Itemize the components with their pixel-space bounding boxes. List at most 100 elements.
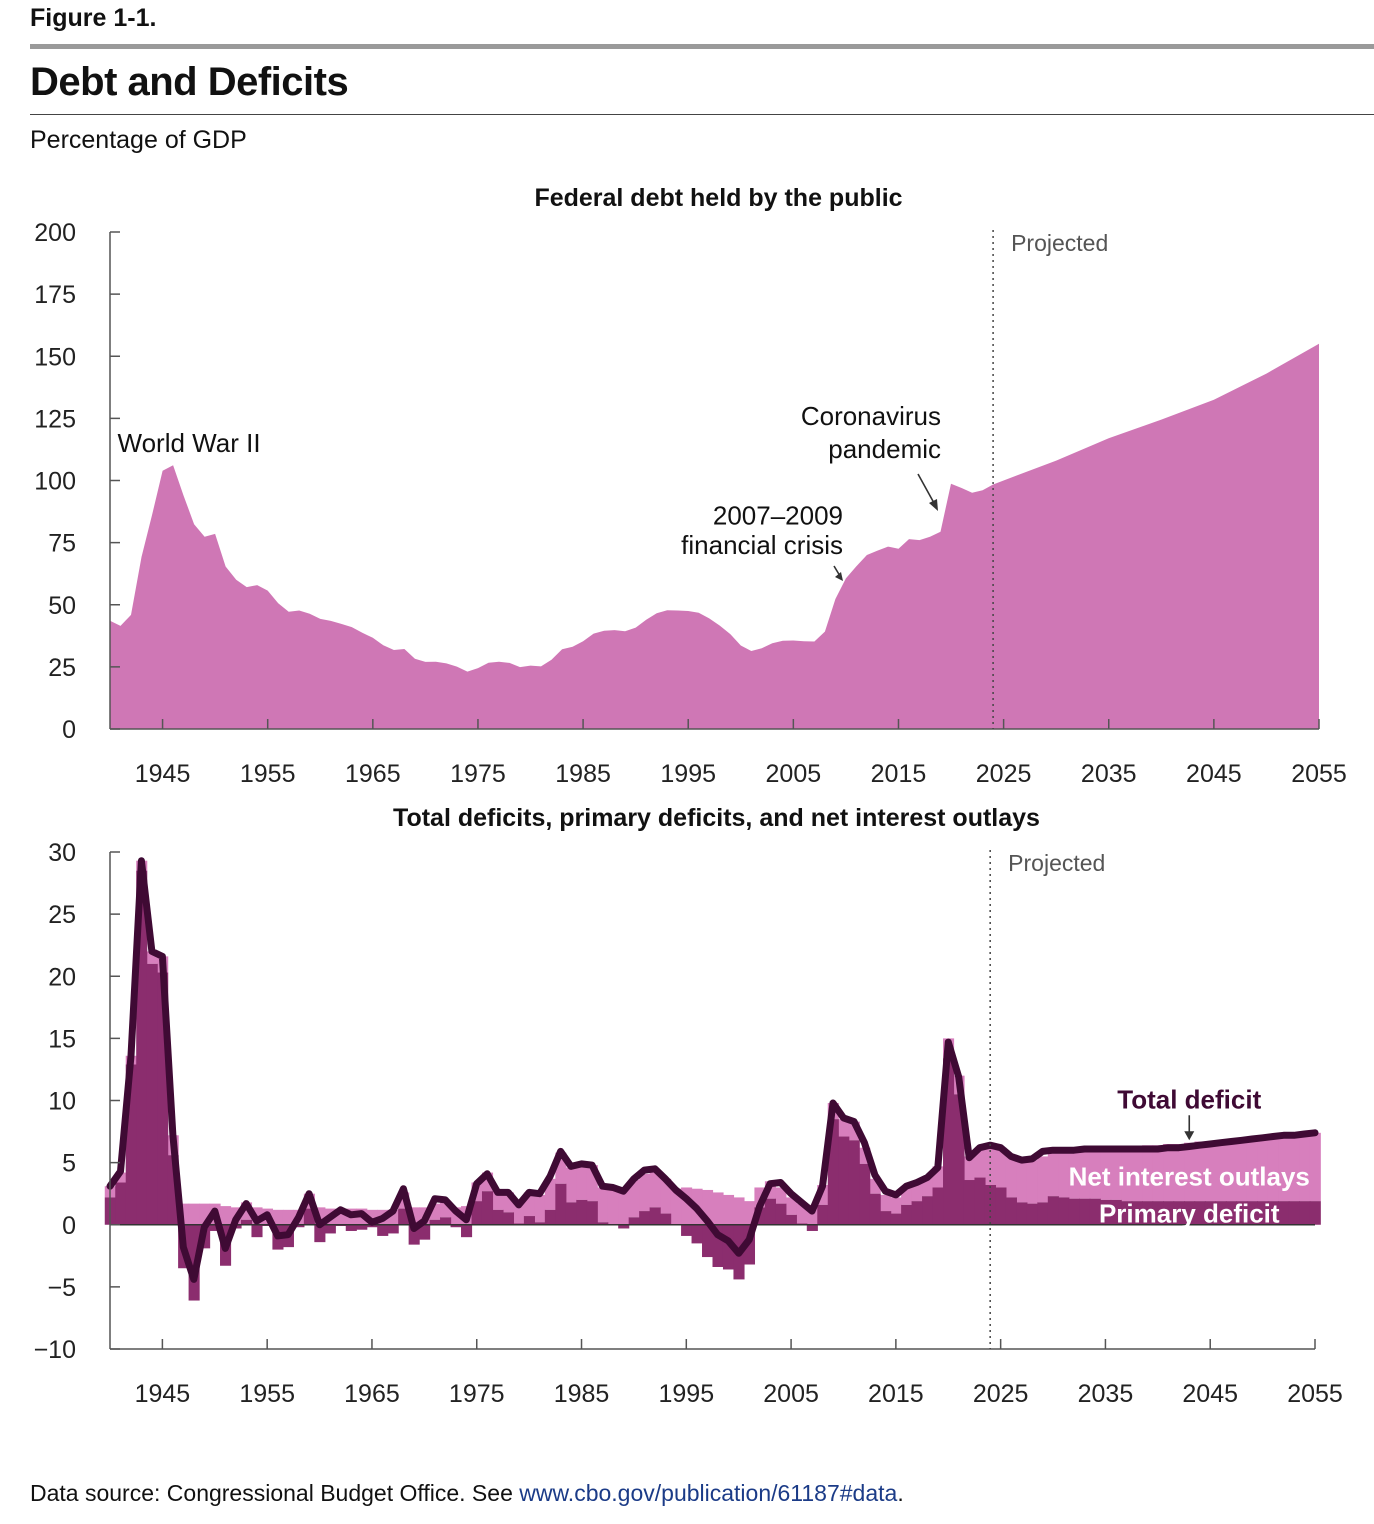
net-interest-bar (932, 1166, 944, 1188)
x-tick-label: 2015 (868, 1380, 924, 1408)
primary-deficit-bar (1005, 1197, 1017, 1225)
figure-label: Figure 1-1. (30, 4, 157, 32)
annotation-total-deficit: Total deficit (1117, 1084, 1261, 1114)
primary-deficit-bar (523, 1216, 535, 1225)
primary-deficit-bar (628, 1217, 640, 1225)
primary-deficit-bar (1058, 1197, 1070, 1225)
primary-deficit-bar (1142, 1201, 1154, 1225)
primary-deficit-bar (1110, 1199, 1122, 1225)
primary-deficit-bar (1173, 1201, 1185, 1225)
primary-deficit-bar (1131, 1201, 1143, 1225)
net-interest-bar (974, 1147, 986, 1178)
net-interest-bar (282, 1209, 294, 1225)
primary-deficit-bar (880, 1211, 892, 1225)
primary-deficit-bar (324, 1224, 336, 1234)
net-interest-bar (555, 1152, 567, 1184)
net-interest-bar (565, 1167, 577, 1203)
net-interest-bar (1257, 1136, 1269, 1202)
net-interest-bar (670, 1188, 682, 1225)
pandemic-arrowhead (929, 499, 938, 511)
primary-deficit-bar (293, 1224, 305, 1228)
primary-deficit-bar (681, 1224, 693, 1236)
primary-deficit-bar (806, 1224, 818, 1231)
primary-deficit-bar (398, 1208, 410, 1225)
primary-deficit-bar (1257, 1201, 1269, 1225)
y-tick-label: 25 (48, 654, 76, 682)
primary-deficit-bar (240, 1219, 253, 1225)
net-interest-bar (775, 1187, 787, 1204)
net-interest-bar (880, 1194, 892, 1212)
net-interest-bar (502, 1192, 515, 1213)
x-tick-label: 2045 (1186, 760, 1242, 788)
primary-deficit-bar (1079, 1198, 1091, 1225)
y-tick-label: 175 (34, 281, 76, 309)
x-tick-label: 1985 (555, 760, 611, 788)
primary-deficit-bar (1037, 1202, 1049, 1225)
primary-deficit-bar (1204, 1201, 1217, 1225)
x-tick-label: 2035 (1078, 1380, 1134, 1408)
x-tick-label: 1965 (344, 1380, 400, 1408)
primary-deficit-bar (869, 1193, 881, 1225)
y-tick-label: 10 (48, 1088, 76, 1116)
x-tick-label: 2025 (973, 1380, 1029, 1408)
x-tick-label: 1975 (450, 760, 506, 788)
primary-deficit-bar (1309, 1201, 1321, 1225)
primary-deficit-bar (995, 1187, 1007, 1225)
net-interest-bar (1215, 1140, 1227, 1202)
net-interest-bar (1005, 1156, 1017, 1198)
net-interest-bar (702, 1189, 714, 1225)
y-tick-label: 200 (34, 219, 76, 247)
x-tick-label: 1975 (449, 1380, 505, 1408)
primary-deficit-bar (471, 1201, 483, 1225)
y-tick-label: 5 (62, 1150, 76, 1178)
primary-deficit-bar (953, 1094, 965, 1225)
y-tick-label: 125 (34, 405, 76, 433)
net-interest-bar (335, 1209, 347, 1225)
net-interest-bar (838, 1119, 850, 1137)
primary-deficit-bar (565, 1202, 577, 1225)
primary-deficit-bar (712, 1224, 724, 1267)
primary-deficit-bar (251, 1224, 263, 1238)
page-title: Debt and Deficits (30, 60, 349, 104)
primary-deficit-bar (408, 1224, 420, 1245)
net-interest-bar (1100, 1146, 1112, 1200)
primary-deficit-bar (586, 1201, 598, 1225)
pandemic-arrow (917, 473, 935, 504)
annotation-financial-crisis-years: 2007–2009 (713, 500, 843, 530)
net-interest-bar (817, 1184, 829, 1205)
net-interest-bar (681, 1187, 693, 1225)
x-tick-label: 2055 (1287, 1380, 1343, 1408)
net-interest-bar (848, 1121, 860, 1141)
primary-deficit-bar (890, 1213, 902, 1225)
y-tick-label: 150 (34, 343, 76, 371)
primary-deficit-bar (1299, 1201, 1311, 1225)
net-interest-bar (1204, 1141, 1217, 1202)
primary-deficit-bar (1152, 1201, 1164, 1225)
net-interest-bar (481, 1172, 494, 1192)
primary-deficit-bar (1278, 1201, 1290, 1225)
primary-deficit-bar (597, 1222, 609, 1225)
net-interest-bar (618, 1188, 630, 1225)
projected-label: Projected (1008, 850, 1105, 876)
net-interest-bar (188, 1203, 200, 1225)
primary-deficit-bar (387, 1224, 399, 1234)
debt-area (110, 343, 1319, 729)
net-interest-bar (796, 1203, 808, 1224)
net-interest-bar (513, 1202, 525, 1224)
x-tick-label: 2025 (976, 760, 1032, 788)
y-tick-label: −10 (34, 1336, 76, 1364)
primary-deficit-bar (576, 1199, 588, 1225)
primary-deficit-bar (1121, 1201, 1133, 1225)
net-interest-bar (1047, 1148, 1059, 1197)
primary-deficit-bar (450, 1224, 462, 1228)
net-interest-bar (922, 1176, 934, 1197)
y-tick-label: 50 (48, 592, 76, 620)
x-tick-label: 2005 (766, 760, 822, 788)
source-link[interactable]: www.cbo.gov/publication/61187#data (519, 1480, 898, 1506)
primary-deficit-bar (963, 1180, 976, 1225)
net-interest-bar (366, 1209, 378, 1225)
primary-deficit-bar (764, 1198, 776, 1225)
net-interest-bar (660, 1178, 672, 1214)
primary-deficit-bar (544, 1209, 556, 1225)
